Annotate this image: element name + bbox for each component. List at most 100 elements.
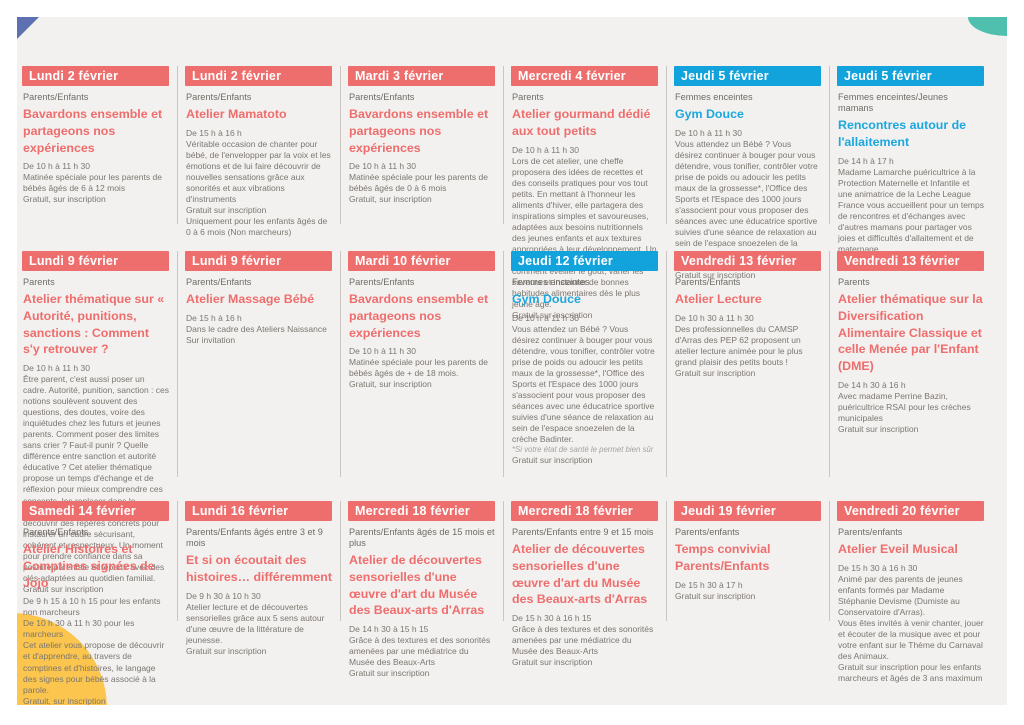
event-title: Gym Douce <box>675 107 744 122</box>
event-title: Gym Douce <box>512 292 581 307</box>
event-audience: Parents/enfants <box>675 527 740 537</box>
event-card: Lundi 16 février Parents/Enfants âgés en… <box>185 501 332 657</box>
column-divider <box>502 66 504 224</box>
event-card: Vendredi 20 février Parents/enfants Atel… <box>837 501 984 684</box>
column-divider <box>665 501 667 621</box>
event-card: Samedi 14 février Parents/Enfants Atelie… <box>22 501 169 705</box>
column-divider <box>176 501 178 621</box>
event-card: Jeudi 5 février Femmes enceintes Gym Dou… <box>674 66 821 282</box>
event-title: Atelier thématique sur la Diversificatio… <box>838 292 983 373</box>
event-audience: Femmes enceintes <box>512 277 590 287</box>
event-title: Atelier Mamatoto <box>186 107 287 122</box>
column-divider <box>502 251 504 477</box>
event-card: Mardi 10 février Parents/Enfants Bavardo… <box>348 251 495 390</box>
event-date-header: Vendredi 13 février <box>674 251 821 271</box>
event-date-header: Jeudi 12 février <box>511 251 658 271</box>
event-audience: Parents <box>23 277 55 287</box>
event-audience: Parents/Enfants <box>23 92 89 102</box>
event-title: Bavardons ensemble et partageons nos exp… <box>349 292 489 340</box>
event-title: Atelier thématique sur « Autorité, punit… <box>23 292 165 357</box>
event-details: De 10 h à 11 h 30 Matinée spéciale pour l… <box>23 161 162 205</box>
event-details: De 10 h à 11 h 30 Vous attendez un Bébé ?… <box>512 312 655 466</box>
event-audience: Parents/Enfants entre 9 et 15 mois <box>512 527 654 537</box>
week-row-3: Samedi 14 février Parents/Enfants Atelie… <box>22 501 984 705</box>
event-title: Atelier de découvertes sensorielles d'un… <box>512 542 648 607</box>
event-title: Bavardons ensemble et partageons nos exp… <box>349 107 489 155</box>
event-details: De 14 h à 17 h Madame Lamarche puéricultr… <box>838 155 984 265</box>
event-title: Rencontres autour de l'allaitement <box>838 118 967 149</box>
event-date-header: Mardi 10 février <box>348 251 495 271</box>
event-audience: Parents/Enfants <box>675 277 741 287</box>
event-title: Atelier de découvertes sensorielles d'un… <box>349 553 485 618</box>
week-row-1: Lundi 2 février Parents/Enfants Bavardon… <box>22 66 984 320</box>
event-date-header: Jeudi 19 février <box>674 501 821 521</box>
event-details: De 14 h 30 à 16 h Avec madame Perrine Baz… <box>838 379 971 434</box>
column-divider <box>502 501 504 621</box>
column-divider <box>828 251 830 477</box>
event-audience: Parents/Enfants <box>349 277 415 287</box>
event-audience: Parents/Enfants âgés de 15 mois et plus <box>349 527 495 549</box>
event-details: De 10 h à 11 h 30 Matinée spéciale pour l… <box>349 161 488 205</box>
event-date-header: Lundi 2 février <box>185 66 332 86</box>
event-card: Jeudi 19 février Parents/enfants Temps c… <box>674 501 821 602</box>
column-divider <box>828 66 830 224</box>
column-divider <box>176 251 178 477</box>
event-date-header: Jeudi 5 février <box>674 66 821 86</box>
event-title: Atelier Lecture <box>675 292 762 307</box>
event-card: Jeudi 5 février Femmes enceintes/Jeunes … <box>837 66 984 266</box>
event-audience: Parents/Enfants <box>23 527 89 537</box>
event-title: Bavardons ensemble et partageons nos exp… <box>23 107 163 155</box>
event-date-header: Vendredi 20 février <box>837 501 984 521</box>
event-details: De 10 h à 11 h 30 Matinée spéciale pour l… <box>349 346 488 390</box>
event-date-header: Lundi 16 février <box>185 501 332 521</box>
week-row-2: Lundi 9 février Parents Atelier thématiq… <box>22 251 984 594</box>
event-details: De 15 h à 16 h Dans le cadre des Ateliers… <box>186 312 327 345</box>
event-card: Vendredi 13 février Parents/Enfants Atel… <box>674 251 821 379</box>
event-details: De 9 h 15 à 10 h 15 pour les enfants non… <box>23 596 165 705</box>
event-details: De 10 h 30 à 11 h 30 Des professionnelles… <box>675 312 803 378</box>
column-divider <box>339 66 341 224</box>
event-card: Jeudi 12 février Femmes enceintes Gym Do… <box>511 251 658 467</box>
event-audience: Parents <box>838 277 870 287</box>
event-details: De 14 h 30 à 15 h 15 Grâce à des textures… <box>349 624 491 679</box>
event-details: De 15 h à 16 h Véritable occasion de chan… <box>186 127 331 238</box>
event-card: Lundi 9 février Parents Atelier thématiq… <box>22 251 169 595</box>
event-date-header: Lundi 2 février <box>22 66 169 86</box>
event-date-header: Lundi 9 février <box>185 251 332 271</box>
event-audience: Parents/Enfants âgés entre 3 et 9 mois <box>186 527 323 549</box>
event-date-header: Lundi 9 février <box>22 251 169 271</box>
column-divider <box>339 501 341 621</box>
event-audience: Femmes enceintes <box>675 92 753 102</box>
event-audience: Parents/Enfants <box>186 92 252 102</box>
event-audience: Parents/Enfants <box>186 277 252 287</box>
event-details: De 15 h 30 à 16 h 30 Animé par des parent… <box>838 562 984 684</box>
event-date-header: Mercredi 18 février <box>348 501 495 521</box>
event-date-header: Jeudi 5 février <box>837 66 984 86</box>
event-card: Lundi 2 février Parents/Enfants Bavardon… <box>22 66 169 205</box>
event-details: De 15 h 30 à 16 h 15 Grâce à des textures… <box>512 612 654 668</box>
event-date-header: Vendredi 13 février <box>837 251 984 271</box>
event-card: Lundi 9 février Parents/Enfants Atelier … <box>185 251 332 346</box>
event-title: Et si on écoutait des histoires… différe… <box>186 553 332 584</box>
event-date-header: Mercredi 18 février <box>511 501 658 521</box>
events-grid: Lundi 2 février Parents/Enfants Bavardon… <box>22 66 984 705</box>
event-title: Temps convivial Parents/Enfants <box>675 542 771 573</box>
event-card: Mercredi 18 février Parents/Enfants âgés… <box>348 501 495 679</box>
event-card: Vendredi 13 février Parents Atelier thém… <box>837 251 984 435</box>
corner-quarter-circle-decoration <box>968 17 1007 36</box>
column-divider <box>665 66 667 224</box>
event-card: Lundi 2 février Parents/Enfants Atelier … <box>185 66 332 238</box>
event-card: Mercredi 18 février Parents/Enfants entr… <box>511 501 658 668</box>
event-audience: Parents <box>512 92 544 102</box>
column-divider <box>828 501 830 621</box>
event-date-header: Mercredi 4 février <box>511 66 658 86</box>
column-divider <box>176 66 178 224</box>
event-title: Atelier Massage Bébé <box>186 292 315 307</box>
corner-triangle-decoration <box>17 17 39 39</box>
program-panel: Lundi 2 février Parents/Enfants Bavardon… <box>17 17 1007 705</box>
event-audience: Parents/enfants <box>838 527 903 537</box>
column-divider <box>339 251 341 477</box>
event-title: Atelier Histoires et Comptines signées d… <box>23 542 155 590</box>
event-card: Mardi 3 février Parents/Enfants Bavardon… <box>348 66 495 205</box>
event-details: De 15 h 30 à 17 h Gratuit sur inscription <box>675 579 756 601</box>
